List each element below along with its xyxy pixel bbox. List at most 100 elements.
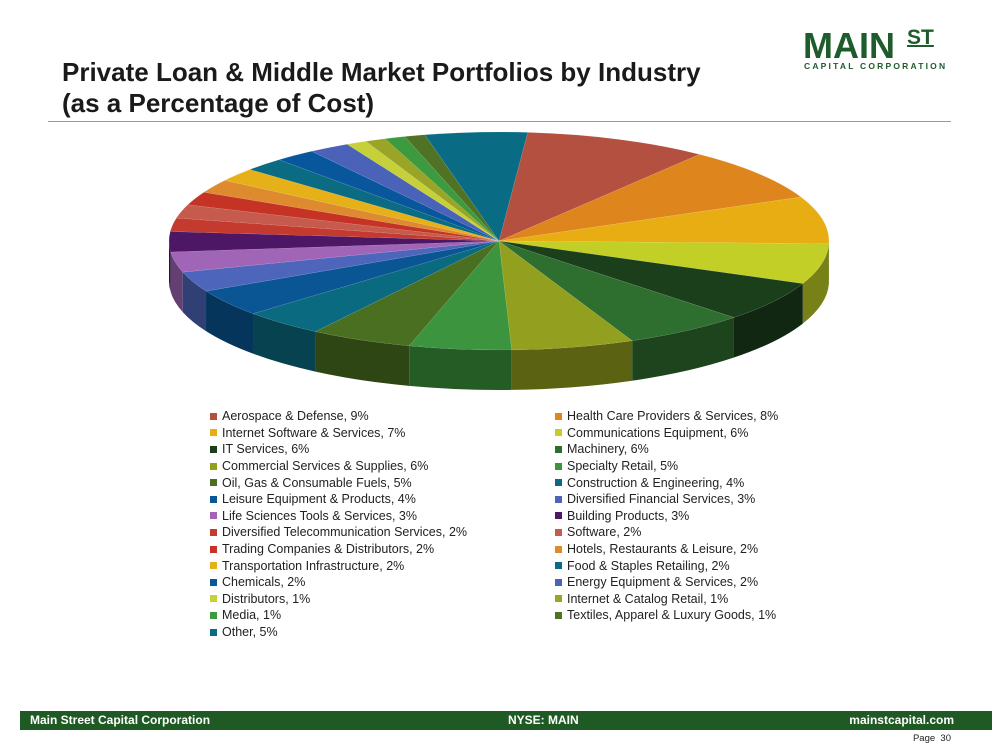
legend-item: Aerospace & Defense, 9% — [210, 408, 555, 425]
legend-label: Health Care Providers & Services, 8% — [567, 409, 779, 424]
pie-slice-23 — [365, 138, 500, 242]
pie-slice-1 — [498, 154, 802, 242]
pie-slice-4 — [498, 240, 804, 318]
pie-slice-15 — [176, 204, 500, 242]
legend-item: Trading Companies & Distributors, 2% — [210, 541, 555, 558]
legend-swatch — [555, 595, 562, 603]
pie-slice-19 — [249, 159, 500, 242]
legend-item: Leisure Equipment & Products, 4% — [210, 491, 555, 508]
title-line-1: Private Loan & Middle Market Portfolios … — [62, 57, 701, 87]
pie-slice-side-10 — [206, 291, 253, 354]
legend-label: Commercial Services & Supplies, 6% — [222, 459, 429, 474]
pie-slice-side-7 — [409, 345, 512, 390]
legend-label: Trading Companies & Distributors, 2% — [222, 542, 435, 557]
pie-slice-side-8 — [315, 331, 410, 386]
pie-slice-side-13 — [169, 241, 171, 293]
legend-swatch — [210, 412, 217, 420]
legend-swatch — [210, 545, 217, 553]
legend-label: Transportation Infrastructure, 2% — [222, 558, 405, 573]
pie-slice-2 — [498, 196, 830, 244]
legend-swatch — [210, 429, 217, 437]
legend-item: Building Products, 3% — [555, 508, 810, 525]
legend-item: Life Sciences Tools & Services, 3% — [210, 508, 555, 525]
legend-label: Communications Equipment, 6% — [567, 425, 749, 440]
pie-slice-22 — [346, 141, 500, 242]
page-number-value: 30 — [940, 733, 951, 744]
legend-label: IT Services, 6% — [222, 442, 310, 457]
pie-slice-side-12 — [170, 252, 183, 313]
legend-item: Software, 2% — [555, 524, 810, 541]
company-logo: MAIN ST CAPITAL CORPORATION — [803, 25, 945, 72]
legend-swatch — [210, 512, 217, 520]
legend-label: Aerospace & Defense, 9% — [222, 409, 369, 424]
legend-item: Internet & Catalog Retail, 1% — [555, 591, 810, 608]
title-line-2: (as a Percentage of Cost) — [62, 88, 375, 118]
footer-website: mainstcapital.com — [849, 713, 954, 727]
legend-item: Transportation Infrastructure, 2% — [210, 557, 555, 574]
footer-bar: Main Street Capital Corporation NYSE: MA… — [20, 711, 992, 730]
pie-slice-8 — [314, 240, 500, 347]
legend-item: Media, 1% — [210, 607, 555, 624]
legend-label: Other, 5% — [222, 625, 278, 640]
page-title: Private Loan & Middle Market Portfolios … — [62, 57, 782, 119]
pie-slice-3 — [498, 240, 830, 284]
legend-item: Communications Equipment, 6% — [555, 425, 810, 442]
legend-item: Other, 5% — [210, 624, 555, 641]
legend-item: IT Services, 6% — [210, 441, 555, 458]
pie-slice-16 — [187, 191, 500, 242]
chart-legend: Aerospace & Defense, 9% Health Care Provi… — [210, 408, 810, 640]
pie-slice-11 — [182, 240, 500, 292]
logo-subtitle: CAPITAL CORPORATION — [804, 61, 948, 71]
pie-slice-12 — [170, 240, 500, 273]
pie-slice-9 — [252, 240, 500, 332]
legend-item: Food & Staples Retailing, 2% — [555, 557, 810, 574]
footer-company: Main Street Capital Corporation — [30, 713, 211, 727]
footer-ticker: NYSE: MAIN — [508, 713, 579, 727]
legend-swatch — [555, 528, 562, 536]
legend-label: Software, 2% — [567, 525, 642, 540]
legend-label: Textiles, Apparel & Luxury Goods, 1% — [567, 608, 777, 623]
pie-slice-14 — [169, 217, 500, 242]
pie-slice-18 — [224, 169, 500, 242]
legend-swatch — [210, 562, 217, 570]
legend-swatch — [555, 562, 562, 570]
legend-swatch — [555, 479, 562, 487]
pie-slice-side-11 — [182, 272, 207, 332]
logo-superscript: ST — [907, 26, 934, 49]
legend-swatch — [555, 412, 562, 420]
pie-slice-side-5 — [632, 317, 734, 381]
legend-item: Specialty Retail, 5% — [555, 458, 810, 475]
pie-slice-side-4 — [733, 283, 803, 358]
legend-label: Diversified Financial Services, 3% — [567, 492, 756, 507]
pie-slice-7 — [408, 240, 512, 351]
legend-swatch — [210, 462, 217, 470]
legend-label: Leisure Equipment & Products, 4% — [222, 492, 416, 507]
title-divider — [48, 121, 951, 122]
pie-slice-side-6 — [511, 340, 633, 390]
legend-label: Internet & Catalog Retail, 1% — [567, 591, 729, 606]
pie-slice-10 — [205, 240, 500, 314]
legend-item: Distributors, 1% — [210, 591, 555, 608]
logo-main-text: MAIN — [803, 25, 895, 66]
legend-item: Machinery, 6% — [555, 441, 810, 458]
legend-label: Internet Software & Services, 7% — [222, 425, 406, 440]
legend-swatch — [555, 611, 562, 619]
legend-item: Commercial Services & Supplies, 6% — [210, 458, 555, 475]
pie-slice-6 — [498, 240, 633, 351]
legend-swatch — [555, 445, 562, 453]
legend-swatch — [210, 628, 217, 636]
legend-swatch — [210, 495, 217, 503]
legend-label: Diversified Telecommunication Services, … — [222, 525, 468, 540]
legend-label: Construction & Engineering, 4% — [567, 475, 745, 490]
legend-label: Hotels, Restaurants & Leisure, 2% — [567, 542, 759, 557]
legend-swatch — [210, 528, 217, 536]
legend-item: Health Care Providers & Services, 8% — [555, 408, 810, 425]
legend-swatch — [210, 578, 217, 586]
pie-slice-side-9 — [252, 313, 316, 372]
legend-swatch — [555, 545, 562, 553]
legend-item: Oil, Gas & Consumable Fuels, 5% — [210, 474, 555, 491]
pie-slice-20 — [278, 151, 500, 242]
legend-label: Specialty Retail, 5% — [567, 459, 679, 474]
pie-slice-26 — [424, 131, 529, 242]
